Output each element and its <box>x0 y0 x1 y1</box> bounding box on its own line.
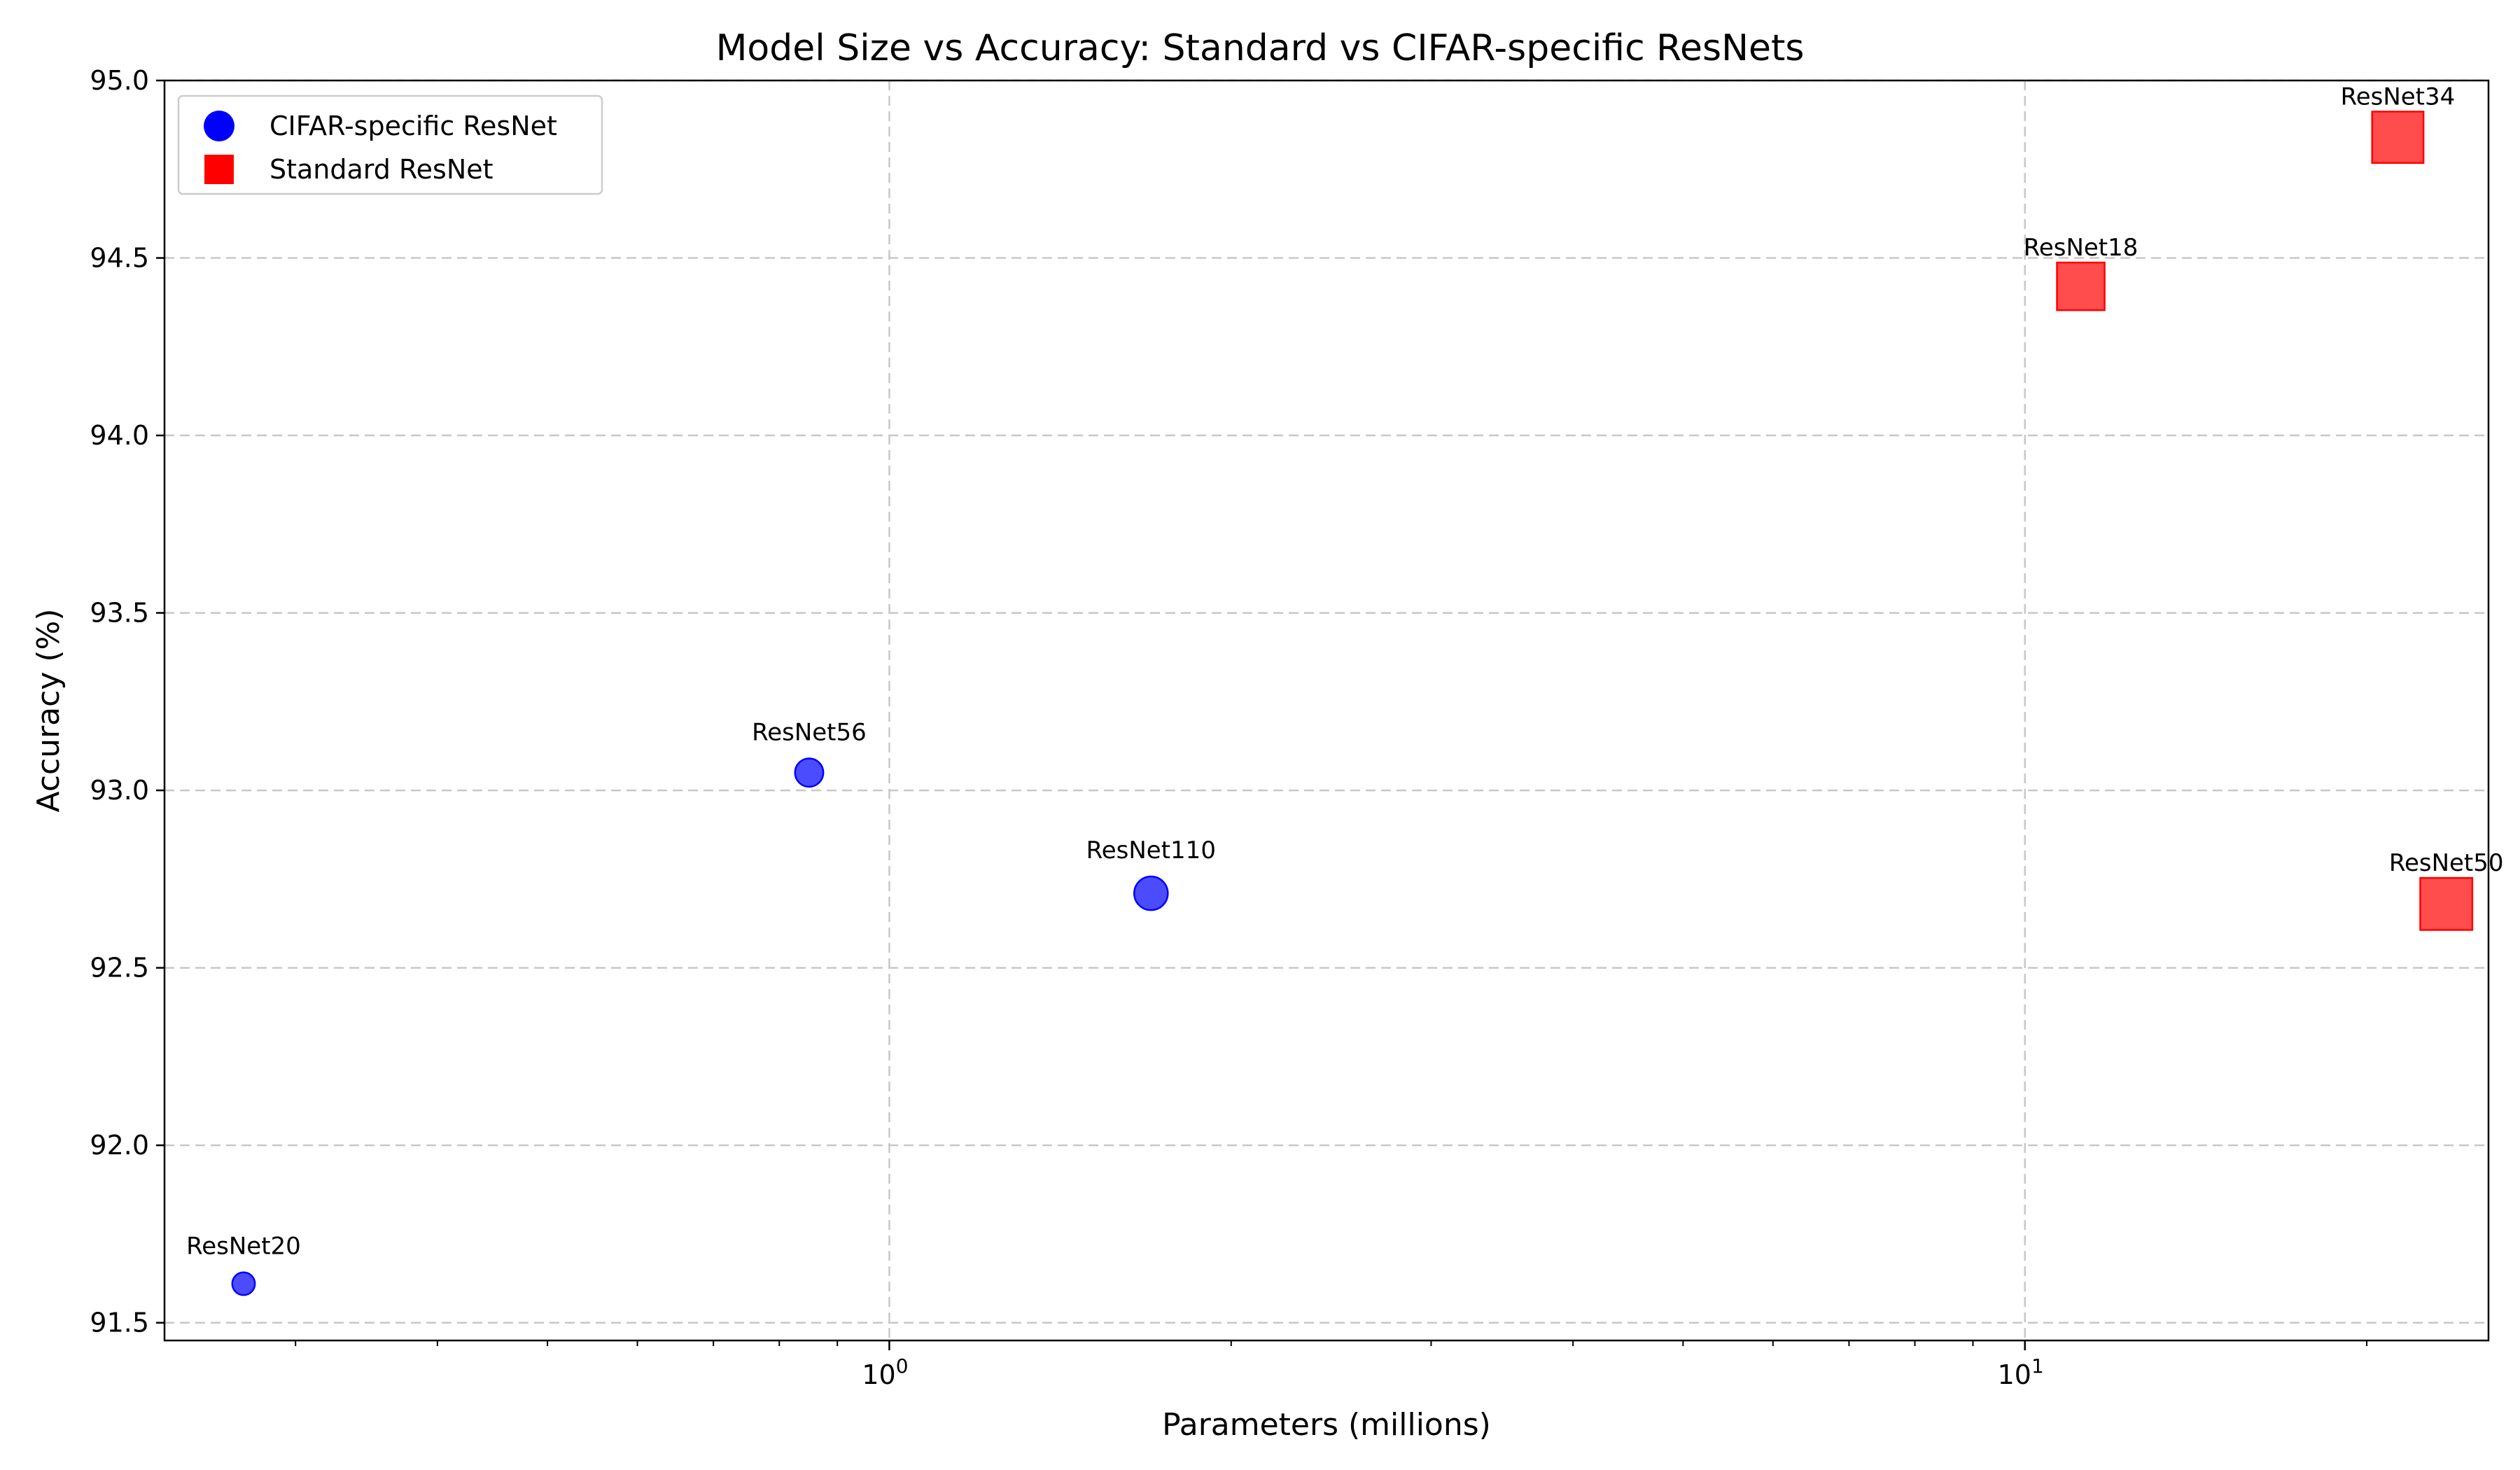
point-label-resnet110: ResNet110 <box>1086 836 1216 864</box>
point-resnet110 <box>1133 875 1169 911</box>
point-label-resnet34: ResNet34 <box>2341 83 2456 111</box>
legend: CIFAR-specific ResNet Standard ResNet <box>177 94 603 195</box>
point-label-resnet20: ResNet20 <box>186 1233 301 1261</box>
point-resnet20 <box>231 1271 256 1296</box>
point-resnet56 <box>794 757 825 788</box>
chart-title: Model Size vs Accuracy: Standard vs CIFA… <box>716 27 1805 69</box>
y-axis-label: Accuracy (%) <box>31 608 66 812</box>
legend-label: CIFAR-specific ResNet <box>270 111 557 141</box>
y-tick-label: 95.0 <box>90 65 149 96</box>
y-tick-label: 94.5 <box>90 243 149 274</box>
y-tick-label: 92.5 <box>90 953 149 983</box>
y-tick-label: 91.5 <box>90 1308 149 1338</box>
point-resnet18 <box>2056 261 2106 312</box>
legend-marker-square <box>204 155 234 184</box>
y-tick-label: 94.0 <box>90 420 149 451</box>
x-axis-label: Parameters (millions) <box>1162 1407 1491 1443</box>
legend-label: Standard ResNet <box>270 154 493 185</box>
point-label-resnet18: ResNet18 <box>2024 234 2138 262</box>
point-label-resnet56: ResNet56 <box>752 719 867 747</box>
legend-box <box>177 94 603 195</box>
y-tick-label: 93.5 <box>90 598 149 629</box>
x-tick-label: 100 <box>862 1354 908 1390</box>
axis-ticks: 91.5 92.0 92.5 93.0 93.5 94.0 94.5 95.0 100 101 <box>90 65 2368 1390</box>
point-labels: ResNet20 ResNet56 ResNet110 ResNet18 ResNet3… <box>186 83 2503 1260</box>
point-label-resnet50: ResNet50 <box>2389 849 2504 877</box>
point-resnet50 <box>2419 876 2474 931</box>
plot-area <box>163 79 2490 1342</box>
y-tick-label: 92.0 <box>90 1130 149 1161</box>
point-resnet34 <box>2371 111 2425 164</box>
legend-marker-circle <box>204 111 234 141</box>
x-tick-label: 101 <box>1998 1354 2044 1390</box>
data-points <box>231 111 2474 1296</box>
y-tick-label: 93.0 <box>90 775 149 806</box>
